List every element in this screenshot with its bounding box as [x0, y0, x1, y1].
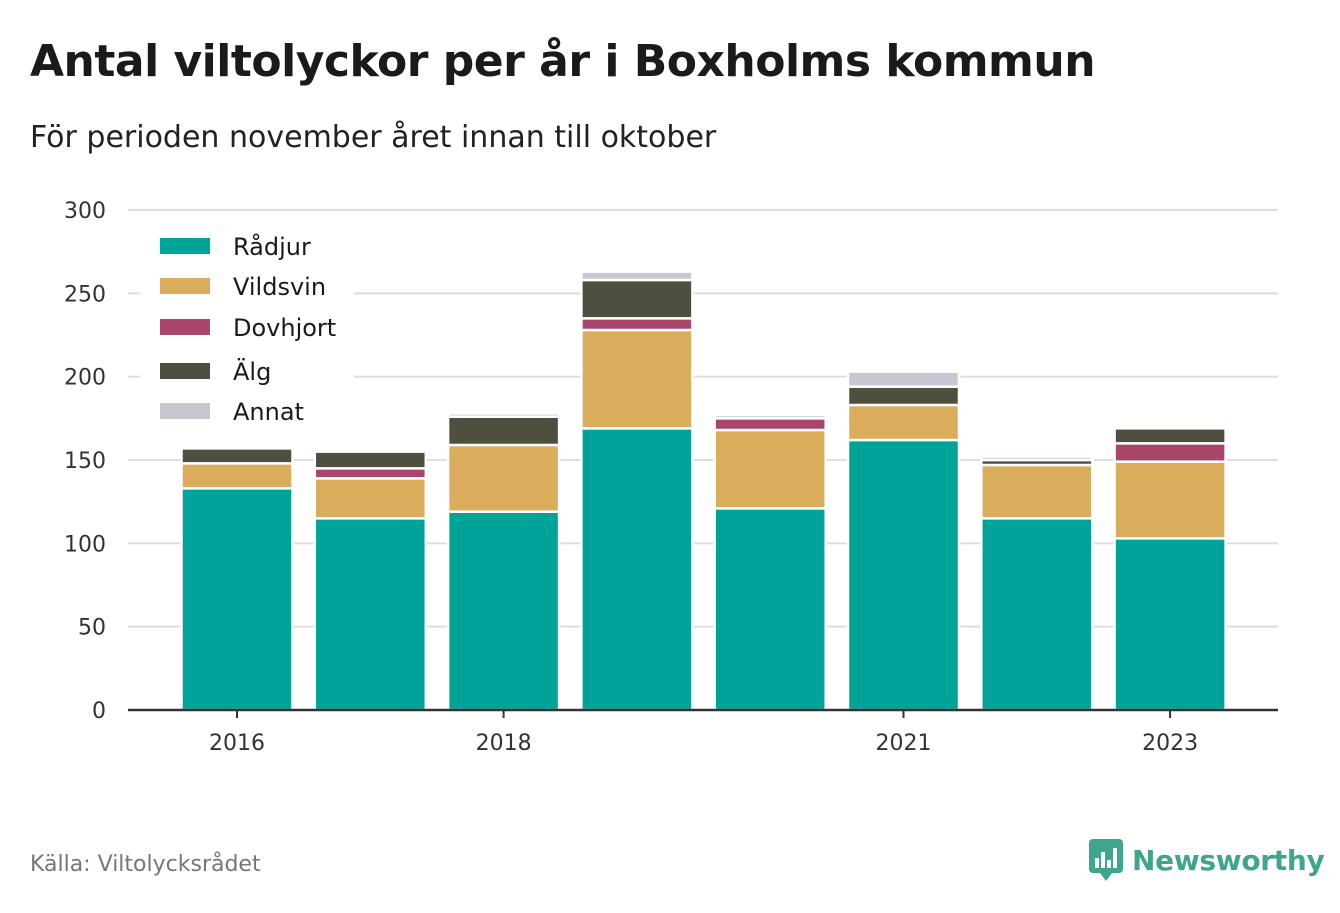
legend-label-dovhjort: Dovhjort — [233, 314, 336, 342]
bar-segment-dovhjort-2020 — [713, 417, 827, 432]
newsworthy-logo-icon — [1089, 839, 1123, 881]
bar-segment-dovhjort-2023 — [1113, 442, 1227, 463]
bar-segment-radjur-2016 — [180, 487, 294, 712]
x-tick-label: 2018 — [476, 731, 532, 756]
bar-segment-alg-2016 — [180, 447, 294, 465]
bar-segment-alg-2017 — [313, 450, 428, 470]
chart-title: Antal viltolyckor per år i Boxholms komm… — [30, 36, 1096, 87]
y-tick-label: 0 — [92, 699, 106, 724]
bar-segment-vildsvin-2022 — [980, 463, 1094, 520]
bar-segment-alg-2018 — [446, 415, 561, 447]
bar-segment-radjur-2020 — [713, 507, 827, 712]
legend-swatch-radjur — [160, 238, 210, 254]
legend: Rådjur Vildsvin Dovhjort Älg Annat — [140, 222, 354, 434]
bar-segment-alg-2023 — [1113, 427, 1227, 445]
bar-segment-annat-2016 — [180, 445, 294, 450]
y-tick-label: 50 — [78, 616, 106, 641]
brand-logo: Newsworthy — [1088, 838, 1325, 882]
bar-segment-annat-2018 — [446, 412, 561, 418]
legend-label-annat: Annat — [233, 398, 304, 426]
y-tick-label: 200 — [64, 366, 106, 391]
legend-swatch-alg — [160, 363, 210, 379]
legend-swatch-dovhjort — [160, 319, 210, 335]
brand-name: Newsworthy — [1132, 843, 1325, 877]
legend-label-alg: Älg — [233, 357, 271, 386]
x-tick-label: 2016 — [209, 731, 265, 756]
bar-segment-annat-2020 — [713, 413, 827, 420]
chart-subtitle: För perioden november året innan till ok… — [30, 120, 717, 155]
bar-segment-vildsvin-2016 — [180, 462, 294, 490]
legend-swatch-vildsvin — [160, 278, 210, 294]
y-tick-label: 250 — [64, 282, 106, 307]
bar-segment-vildsvin-2017 — [313, 477, 428, 520]
bar-segment-radjur-2018 — [446, 510, 561, 712]
bar-segment-radjur-2019 — [580, 427, 694, 712]
bar-segment-vildsvin-2018 — [446, 443, 561, 513]
source-note: Källa: Viltolycksrådet — [30, 852, 261, 877]
bar-segment-radjur-2021 — [846, 438, 961, 712]
bar-segment-dovhjort-2019 — [580, 317, 694, 332]
bar-segment-alg-2021 — [846, 385, 961, 407]
x-tick-label: 2021 — [876, 731, 932, 756]
bars — [128, 270, 1278, 712]
bar-segment-dovhjort-2017 — [313, 467, 428, 480]
x-tick-label: 2023 — [1142, 731, 1198, 756]
y-tick-label: 150 — [64, 449, 106, 474]
bar-segment-vildsvin-2019 — [580, 328, 694, 430]
bar-segment-radjur-2017 — [313, 517, 428, 712]
legend-label-vildsvin: Vildsvin — [233, 273, 326, 301]
y-tick-label: 300 — [64, 199, 106, 224]
bar-segment-alg-2019 — [580, 278, 694, 320]
bar-segment-vildsvin-2020 — [713, 428, 827, 510]
bar-segment-radjur-2023 — [1113, 537, 1227, 712]
x-axis-ticks: 2016 2018 2021 2023 — [209, 710, 1198, 756]
y-tick-label: 100 — [64, 532, 106, 557]
bar-segment-vildsvin-2023 — [1113, 460, 1227, 540]
bar-segment-annat-2021 — [846, 370, 961, 388]
legend-swatch-annat — [160, 403, 210, 419]
bar-segment-vildsvin-2021 — [846, 403, 961, 442]
legend-label-radjur: Rådjur — [233, 232, 311, 261]
y-axis-ticks: 0 50 100 150 200 250 300 — [64, 199, 106, 724]
bar-segment-annat-2019 — [580, 270, 694, 282]
bar-segment-radjur-2022 — [980, 517, 1094, 712]
bar-segment-annat-2022 — [980, 455, 1094, 462]
